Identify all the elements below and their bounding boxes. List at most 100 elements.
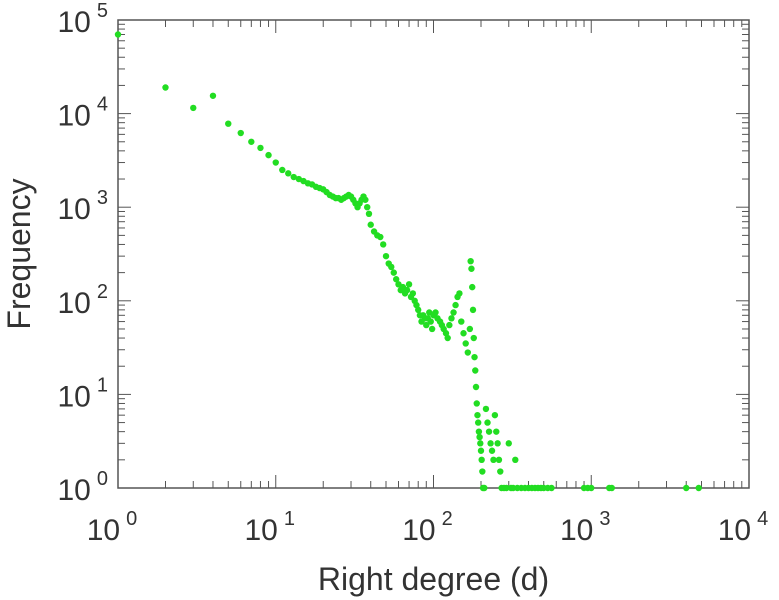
data-point xyxy=(257,144,264,152)
y-tick-label: 10 3 xyxy=(58,187,109,226)
x-tick-label-base: 10 xyxy=(718,514,751,547)
data-point xyxy=(272,159,279,166)
data-point xyxy=(505,440,512,447)
data-point xyxy=(494,440,501,447)
data-point xyxy=(474,419,482,426)
data-point xyxy=(495,456,503,464)
data-point xyxy=(114,31,122,38)
data-point xyxy=(405,281,413,288)
data-point xyxy=(209,92,217,99)
data-point xyxy=(446,321,453,329)
data-points xyxy=(114,31,702,492)
axis-ticks xyxy=(117,20,749,489)
data-point xyxy=(392,276,400,283)
x-tick-label-exponent: 3 xyxy=(599,508,610,530)
data-point xyxy=(364,204,371,211)
data-point xyxy=(478,456,485,464)
data-point xyxy=(472,367,479,374)
y-tick-labels: 10 0 10 1 10 2 10 3 10 4 10 5 xyxy=(58,0,109,507)
data-point xyxy=(448,315,455,322)
data-point xyxy=(497,468,504,475)
data-point xyxy=(290,173,297,181)
data-point xyxy=(468,265,475,272)
y-tick-label-exponent: 1 xyxy=(97,374,108,396)
data-point xyxy=(444,334,451,342)
y-tick-label-base: 10 xyxy=(58,193,91,226)
data-point xyxy=(388,263,395,271)
data-point xyxy=(265,151,272,159)
data-point xyxy=(279,166,286,174)
x-tick-label: 10 3 xyxy=(560,508,611,547)
y-tick-label: 10 2 xyxy=(58,281,109,320)
y-tick-label: 10 4 xyxy=(58,94,109,133)
data-point xyxy=(481,484,488,492)
data-point xyxy=(285,170,292,177)
x-tick-label-exponent: 1 xyxy=(284,508,295,530)
data-point xyxy=(467,257,474,265)
data-point xyxy=(503,484,510,492)
data-point xyxy=(432,309,439,316)
plot-frame xyxy=(117,19,750,489)
data-point xyxy=(474,411,481,419)
data-point xyxy=(427,318,434,325)
data-point xyxy=(162,84,169,91)
data-point xyxy=(466,325,474,333)
data-point xyxy=(460,330,467,337)
data-point xyxy=(479,468,486,475)
data-point xyxy=(475,428,483,435)
y-tick-label-exponent: 2 xyxy=(97,281,108,303)
data-point xyxy=(403,286,411,294)
y-tick-label: 10 0 xyxy=(58,468,109,507)
y-tick-label-exponent: 4 xyxy=(97,94,108,116)
x-axis-title: Right degree (d) xyxy=(318,561,549,597)
data-point xyxy=(472,383,480,391)
data-point xyxy=(490,456,497,464)
data-point xyxy=(428,325,436,333)
y-tick-label-base: 10 xyxy=(58,6,91,39)
x-tick-label: 10 1 xyxy=(245,508,296,547)
data-point xyxy=(380,241,387,248)
x-tick-label-exponent: 0 xyxy=(126,508,137,530)
data-point xyxy=(382,252,390,260)
data-point xyxy=(476,433,483,441)
x-tick-label: 10 0 xyxy=(87,508,138,547)
y-tick-label-base: 10 xyxy=(58,100,91,133)
data-point xyxy=(452,301,459,309)
data-point xyxy=(464,349,472,356)
data-point xyxy=(423,321,430,329)
x-tick-label-base: 10 xyxy=(402,514,435,547)
data-point xyxy=(450,309,457,316)
data-point xyxy=(469,306,477,314)
y-tick-label-base: 10 xyxy=(58,380,91,413)
data-point xyxy=(488,447,496,454)
data-point xyxy=(482,405,490,413)
data-point xyxy=(493,428,500,435)
y-tick-label: 10 5 xyxy=(58,0,109,39)
y-axis-title: Frequency xyxy=(1,178,37,329)
x-tick-label-exponent: 4 xyxy=(757,508,768,530)
data-point xyxy=(695,484,702,492)
data-point xyxy=(473,400,480,407)
x-tick-label: 10 4 xyxy=(718,508,769,547)
data-point xyxy=(367,221,374,228)
data-point xyxy=(462,340,469,347)
data-point xyxy=(471,353,478,361)
x-tick-label: 10 2 xyxy=(402,508,453,547)
data-point xyxy=(237,129,244,137)
y-tick-label-base: 10 xyxy=(58,474,91,507)
y-tick-label-exponent: 3 xyxy=(97,187,108,209)
data-point xyxy=(477,440,484,447)
data-point xyxy=(608,484,616,492)
data-point xyxy=(225,120,232,127)
x-tick-labels: 10 0 10 1 10 2 10 3 10 4 xyxy=(87,508,769,547)
data-point xyxy=(548,484,555,492)
data-point xyxy=(248,138,255,145)
data-point xyxy=(409,290,417,297)
y-tick-label-exponent: 5 xyxy=(97,0,108,22)
data-point xyxy=(683,484,690,492)
data-point xyxy=(487,440,494,447)
data-point xyxy=(477,447,485,454)
y-tick-label: 10 1 xyxy=(58,374,109,413)
data-point xyxy=(491,411,499,419)
